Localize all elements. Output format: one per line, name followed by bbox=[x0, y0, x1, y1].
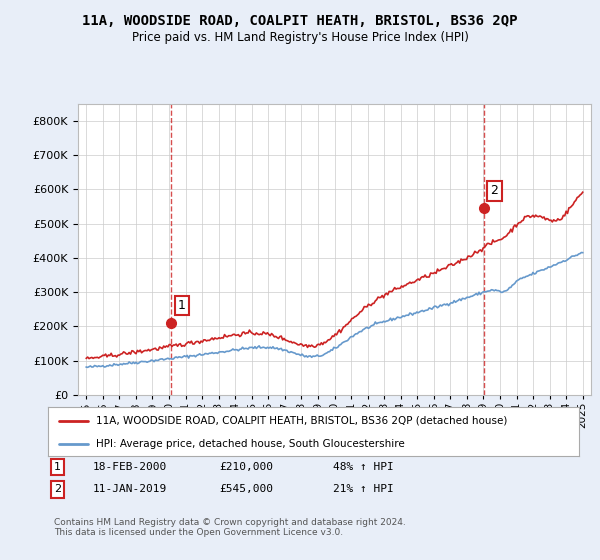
Text: 2: 2 bbox=[491, 184, 499, 197]
Text: £210,000: £210,000 bbox=[219, 462, 273, 472]
Text: 48% ↑ HPI: 48% ↑ HPI bbox=[333, 462, 394, 472]
Text: 18-FEB-2000: 18-FEB-2000 bbox=[93, 462, 167, 472]
Text: 2: 2 bbox=[54, 484, 61, 494]
Text: 11A, WOODSIDE ROAD, COALPIT HEATH, BRISTOL, BS36 2QP: 11A, WOODSIDE ROAD, COALPIT HEATH, BRIST… bbox=[82, 14, 518, 28]
Text: 1: 1 bbox=[54, 462, 61, 472]
Text: £545,000: £545,000 bbox=[219, 484, 273, 494]
Text: 1: 1 bbox=[178, 299, 185, 312]
Text: 11A, WOODSIDE ROAD, COALPIT HEATH, BRISTOL, BS36 2QP (detached house): 11A, WOODSIDE ROAD, COALPIT HEATH, BRIST… bbox=[96, 416, 507, 426]
Text: Contains HM Land Registry data © Crown copyright and database right 2024.
This d: Contains HM Land Registry data © Crown c… bbox=[54, 518, 406, 538]
Text: 21% ↑ HPI: 21% ↑ HPI bbox=[333, 484, 394, 494]
Text: Price paid vs. HM Land Registry's House Price Index (HPI): Price paid vs. HM Land Registry's House … bbox=[131, 31, 469, 44]
Text: 11-JAN-2019: 11-JAN-2019 bbox=[93, 484, 167, 494]
Text: HPI: Average price, detached house, South Gloucestershire: HPI: Average price, detached house, Sout… bbox=[96, 439, 404, 449]
